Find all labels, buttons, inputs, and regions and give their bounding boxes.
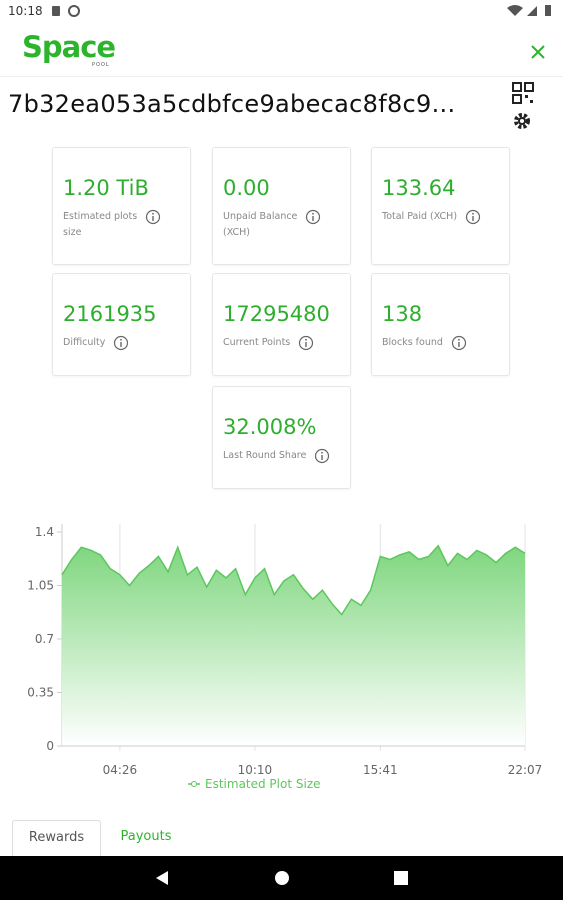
area-fill (62, 545, 525, 746)
info-icon[interactable] (465, 209, 481, 225)
address: 7b32ea053a5cdbfce9abecac8f8c9... (8, 90, 456, 118)
x-tick-label: 15:41 (363, 763, 398, 777)
stat-label: Last Round Share (223, 450, 307, 461)
legend-marker (191, 781, 197, 787)
stat-label: Current Points (223, 337, 291, 348)
stat-label: Estimated plots size (63, 211, 138, 238)
stat-card: 32.008% Last Round Share (212, 386, 351, 489)
qr-button[interactable] (512, 82, 534, 104)
logo: Space (22, 30, 116, 64)
stat-card: 17295480 Current Points (212, 273, 351, 376)
stat-value: 17295480 (223, 302, 330, 326)
status-icons (52, 5, 80, 17)
y-tick-label: 0.35 (27, 686, 54, 700)
back-button[interactable] (156, 871, 168, 885)
stat-label: Difficulty (63, 337, 106, 348)
info-icon[interactable] (145, 209, 161, 225)
stat-label: Total Paid (XCH) (382, 211, 458, 222)
app-header: Space POOL (0, 22, 563, 77)
stat-card: 133.64 Total Paid (XCH) (371, 147, 510, 265)
chart: 0 0.35 0.7 1.05 1.4 04:26 10:10 15:41 22:07 Estim… (27, 524, 543, 791)
stat-value: 2161935 (63, 302, 157, 326)
status-time: 10:18 (8, 4, 43, 18)
x-tick-label: 04:26 (103, 763, 138, 777)
nav-bar (0, 856, 563, 900)
logo-sub: POOL (92, 62, 110, 68)
status-right-icons (507, 5, 551, 16)
stat-card: 2161935 Difficulty (52, 273, 191, 376)
info-icon[interactable] (113, 335, 129, 351)
stat-value: 32.008% (223, 415, 317, 439)
tab[interactable]: Payouts (120, 829, 172, 844)
settings-button[interactable] (512, 111, 532, 131)
stat-value: 133.64 (382, 176, 456, 200)
y-tick-label: 0 (46, 739, 54, 753)
recents-button[interactable] (394, 871, 408, 885)
x-tick-label: 10:10 (238, 763, 273, 777)
stat-value: 1.20 TiB (63, 176, 149, 200)
tab[interactable]: Rewards (12, 820, 101, 856)
info-icon[interactable] (305, 209, 321, 225)
x-tick-label: 22:07 (508, 763, 543, 777)
stat-label: Blocks found (382, 337, 443, 348)
y-tick-label: 1.4 (35, 525, 54, 539)
stat-value: 138 (382, 302, 423, 326)
area-line (61, 544, 526, 616)
stat-card: 1.20 TiB Estimated plots size (52, 147, 191, 265)
status-bar: 10:18 (0, 0, 563, 22)
stat-card: 0.00 Unpaid Balance (XCH) (212, 147, 351, 265)
info-icon[interactable] (451, 335, 467, 351)
nav-icons (156, 871, 408, 885)
stat-value: 0.00 (223, 176, 270, 200)
y-tick-label: 0.7 (35, 632, 54, 646)
stat-card: 138 Blocks found (371, 273, 510, 376)
info-icon[interactable] (298, 335, 314, 351)
stat-label: Unpaid Balance (XCH) (223, 211, 298, 238)
legend-label: Estimated Plot Size (205, 777, 321, 791)
home-button[interactable] (275, 871, 289, 885)
close-button[interactable] (530, 44, 546, 60)
info-icon[interactable] (314, 448, 330, 464)
y-tick-label: 1.05 (27, 579, 54, 593)
